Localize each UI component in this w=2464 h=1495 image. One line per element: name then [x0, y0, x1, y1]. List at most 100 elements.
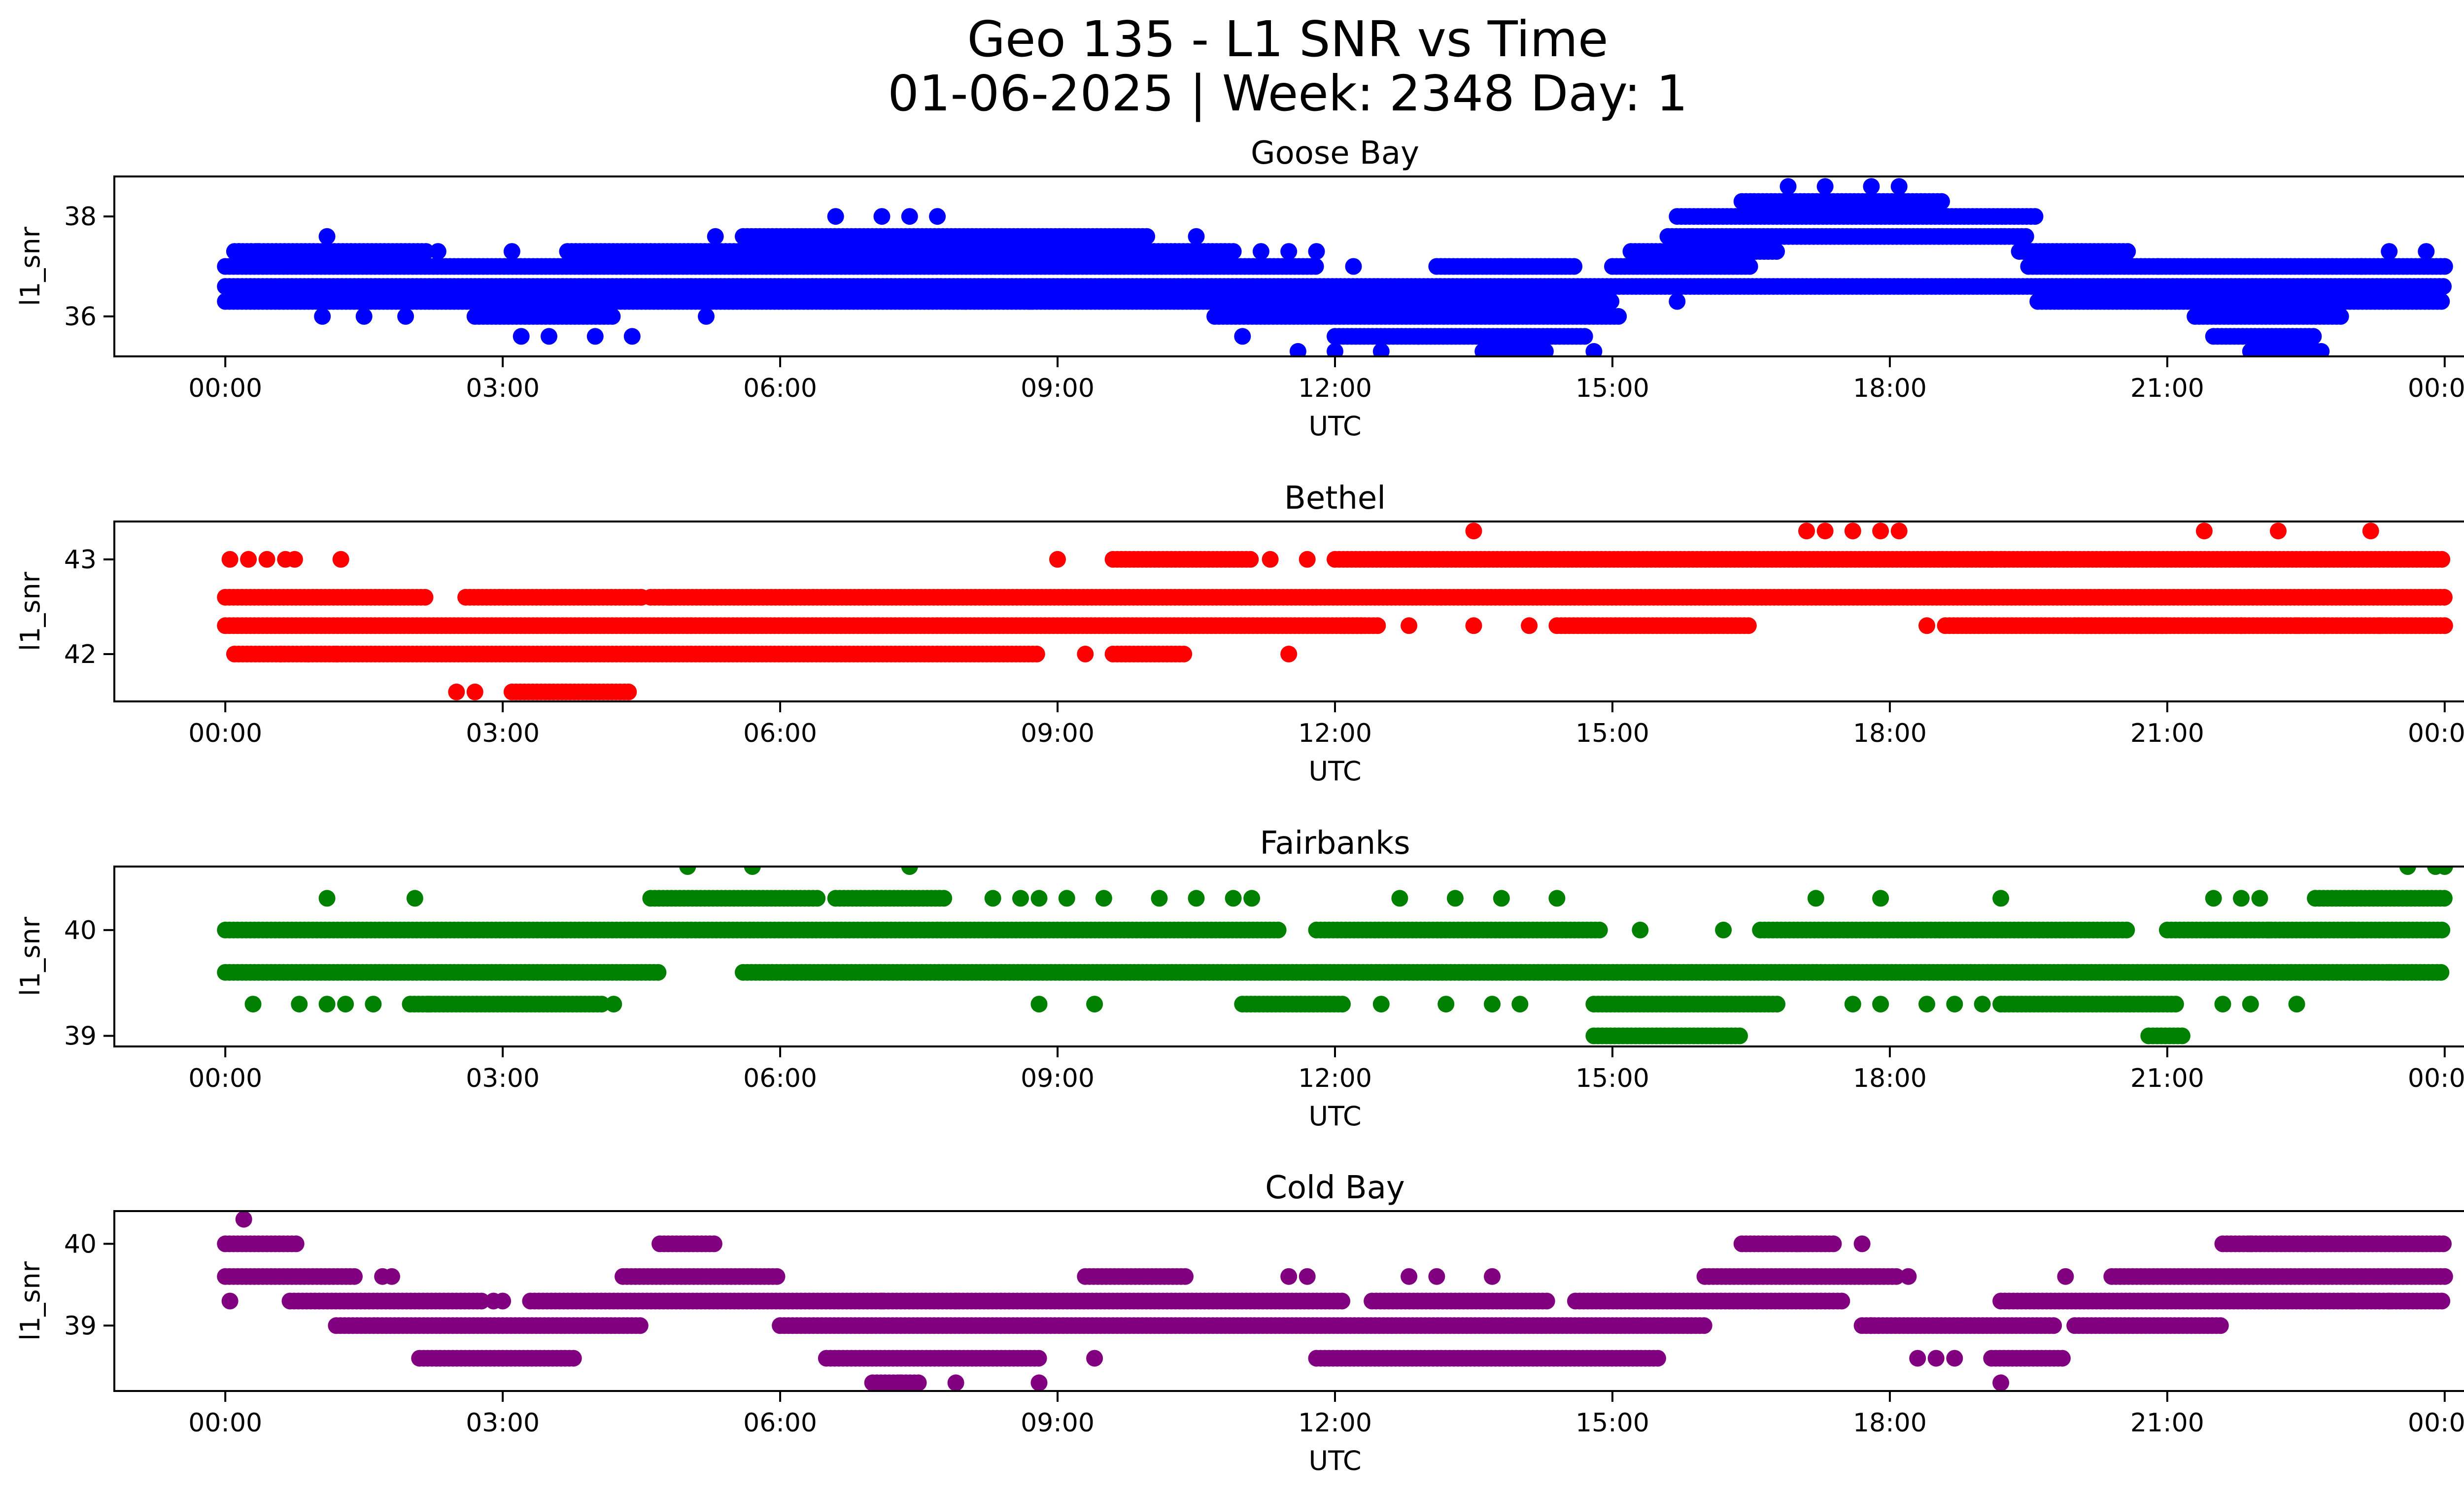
data-point — [633, 589, 650, 606]
data-point — [623, 328, 641, 345]
data-point — [397, 308, 414, 325]
data-point — [698, 308, 715, 325]
data-point — [1262, 551, 1279, 568]
data-point — [2436, 258, 2453, 275]
data-series — [217, 522, 2453, 700]
data-point — [1890, 178, 1908, 195]
data-point — [707, 228, 724, 245]
data-point — [240, 551, 257, 568]
data-point — [2017, 228, 2034, 245]
x-tick-label: 18:00 — [1853, 719, 1927, 748]
data-point — [448, 683, 465, 700]
data-point — [1610, 308, 1627, 325]
x-tick-label: 00:00 — [188, 719, 262, 748]
x-tick-label: 21:00 — [2130, 374, 2204, 403]
data-point — [286, 551, 303, 568]
y-tick-label: 43 — [64, 545, 97, 575]
data-point — [2371, 617, 2389, 634]
data-point — [1308, 243, 1325, 260]
data-series — [217, 178, 2453, 356]
data-series — [217, 867, 2453, 1044]
data-point — [586, 328, 604, 345]
data-point — [2150, 258, 2167, 275]
data-point — [873, 208, 890, 225]
data-point — [1175, 645, 1193, 662]
data-point — [355, 308, 373, 325]
data-point — [2195, 522, 2213, 540]
data-point — [1521, 617, 1538, 634]
data-point — [2233, 617, 2250, 634]
figure-subtitle: 01-06-2025 | Week: 2348 Day: 1 — [888, 65, 1688, 122]
data-point — [258, 551, 275, 568]
data-point — [1863, 178, 1880, 195]
data-point — [1409, 328, 1427, 345]
data-point — [2433, 921, 2451, 939]
x-tick-label: 15:00 — [1575, 719, 1649, 748]
data-point — [2432, 964, 2450, 981]
data-point — [1334, 996, 1351, 1013]
data-point — [328, 645, 345, 662]
data-point — [650, 964, 667, 981]
data-point — [1844, 522, 1861, 540]
data-point — [272, 645, 289, 662]
data-point — [2297, 278, 2315, 295]
data-point — [1603, 293, 1620, 310]
data-point — [1585, 343, 1603, 356]
x-tick-label: 03:00 — [466, 374, 540, 403]
data-point — [2288, 617, 2305, 634]
data-point — [1234, 328, 1251, 345]
data-point — [901, 208, 918, 225]
data-point — [249, 243, 266, 260]
plot-frame — [113, 521, 2464, 702]
y-tick-label: 42 — [64, 640, 97, 669]
data-point — [1780, 178, 1797, 195]
data-point — [1465, 617, 1482, 634]
data-point — [300, 645, 317, 662]
data-point — [1591, 921, 1608, 939]
data-point — [2119, 243, 2136, 260]
data-point — [429, 243, 446, 260]
data-point — [2433, 551, 2451, 568]
data-point — [1741, 258, 1758, 275]
data-point — [1918, 617, 1935, 634]
y-axis-label: l1_snr — [15, 226, 46, 306]
x-tick-label: 06:00 — [743, 374, 817, 403]
data-point — [541, 328, 557, 345]
y-axis-label: l1_snr — [15, 571, 46, 651]
y-tick-label: 36 — [64, 302, 97, 332]
data-point — [929, 208, 946, 225]
data-point — [2270, 522, 2287, 540]
data-point — [1669, 293, 1686, 310]
x-axis-label: UTC — [1308, 411, 1361, 442]
x-tick-label: 21:00 — [2130, 719, 2204, 748]
data-point — [1401, 617, 1418, 634]
x-tick-label: 12:00 — [1298, 719, 1372, 748]
data-point — [2435, 278, 2452, 295]
data-point — [1933, 193, 1950, 210]
data-point — [2026, 208, 2044, 225]
data-point — [984, 278, 1001, 295]
figure-title: Geo 135 - L1 SNR vs Time — [967, 10, 1608, 68]
x-tick-label: 18:00 — [1853, 374, 1927, 403]
data-point — [1242, 551, 1259, 568]
x-axis-label: UTC — [1308, 756, 1361, 787]
data-point — [620, 683, 637, 700]
data-point — [1225, 243, 1242, 260]
data-point — [231, 243, 248, 260]
data-point — [1566, 258, 1583, 275]
data-point — [2316, 617, 2333, 634]
data-point — [1289, 343, 1306, 356]
data-point — [503, 243, 520, 260]
x-tick-label: 12:00 — [1298, 374, 1372, 403]
data-point — [2436, 617, 2453, 634]
data-point — [1280, 243, 1298, 260]
data-point — [1537, 343, 1554, 356]
x-tick-label: 03:00 — [466, 719, 540, 748]
data-point — [318, 228, 336, 245]
data-point — [660, 589, 678, 606]
data-point — [2433, 293, 2450, 310]
